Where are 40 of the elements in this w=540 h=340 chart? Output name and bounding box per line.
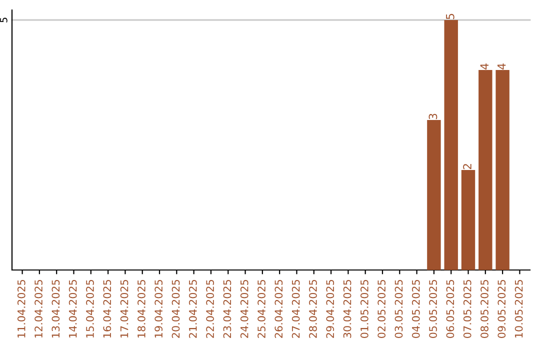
x-tick-label: 01.05.2025	[360, 280, 368, 338]
x-tick-label: 28.04.2025	[309, 280, 317, 338]
x-tick-label: 08.05.2025	[480, 280, 488, 338]
x-tick-label: 17.04.2025	[120, 280, 128, 338]
x-tick-label: 07.05.2025	[463, 280, 472, 338]
bar	[496, 70, 510, 270]
x-tick-label: 14.04.2025	[68, 280, 77, 338]
x-tick-label: 06.05.2025	[446, 280, 454, 338]
x-tick-label: 02.05.2025	[378, 280, 386, 338]
bar	[461, 170, 476, 270]
x-tick-label: 11.04.2025	[17, 280, 26, 338]
x-tick-label: 05.05.2025	[429, 280, 437, 338]
x-tick-label: 12.04.2025	[34, 280, 42, 338]
x-tick-label: 04.05.2025	[412, 280, 420, 338]
x-tick-label: 15.04.2025	[86, 280, 94, 338]
x-tick-label: 24.04.2025	[240, 280, 248, 338]
data-label: 4	[480, 64, 488, 70]
x-tick-label: 27.04.2025	[292, 280, 300, 338]
x-tick-label: 22.04.2025	[206, 280, 214, 338]
x-tick-label: 26.04.2025	[274, 280, 283, 338]
x-tick-label: 21.04.2025	[188, 280, 197, 338]
data-label: 5	[446, 14, 454, 20]
x-tick-label: 16.04.2025	[103, 280, 112, 338]
x-tick-label: 30.04.2025	[343, 280, 352, 338]
x-tick-label: 25.04.2025	[258, 280, 266, 338]
x-tick-label: 18.04.2025	[138, 280, 146, 338]
bar	[427, 120, 441, 270]
bar	[444, 20, 458, 270]
data-label: 2	[463, 164, 472, 170]
data-label: 4	[498, 64, 506, 70]
x-tick-label: 09.05.2025	[498, 280, 506, 338]
x-tick-label: 10.05.2025	[514, 280, 523, 338]
data-label: 3	[428, 114, 438, 120]
x-tick-label: 19.04.2025	[154, 280, 163, 338]
x-tick-label: 13.04.2025	[52, 280, 60, 338]
x-tick-label: 20.04.2025	[172, 280, 180, 338]
bar	[478, 70, 492, 270]
x-tick-label: 29.04.2025	[326, 280, 334, 338]
x-tick-label: 23.04.2025	[223, 280, 232, 338]
x-tick-label: 03.05.2025	[394, 280, 403, 338]
